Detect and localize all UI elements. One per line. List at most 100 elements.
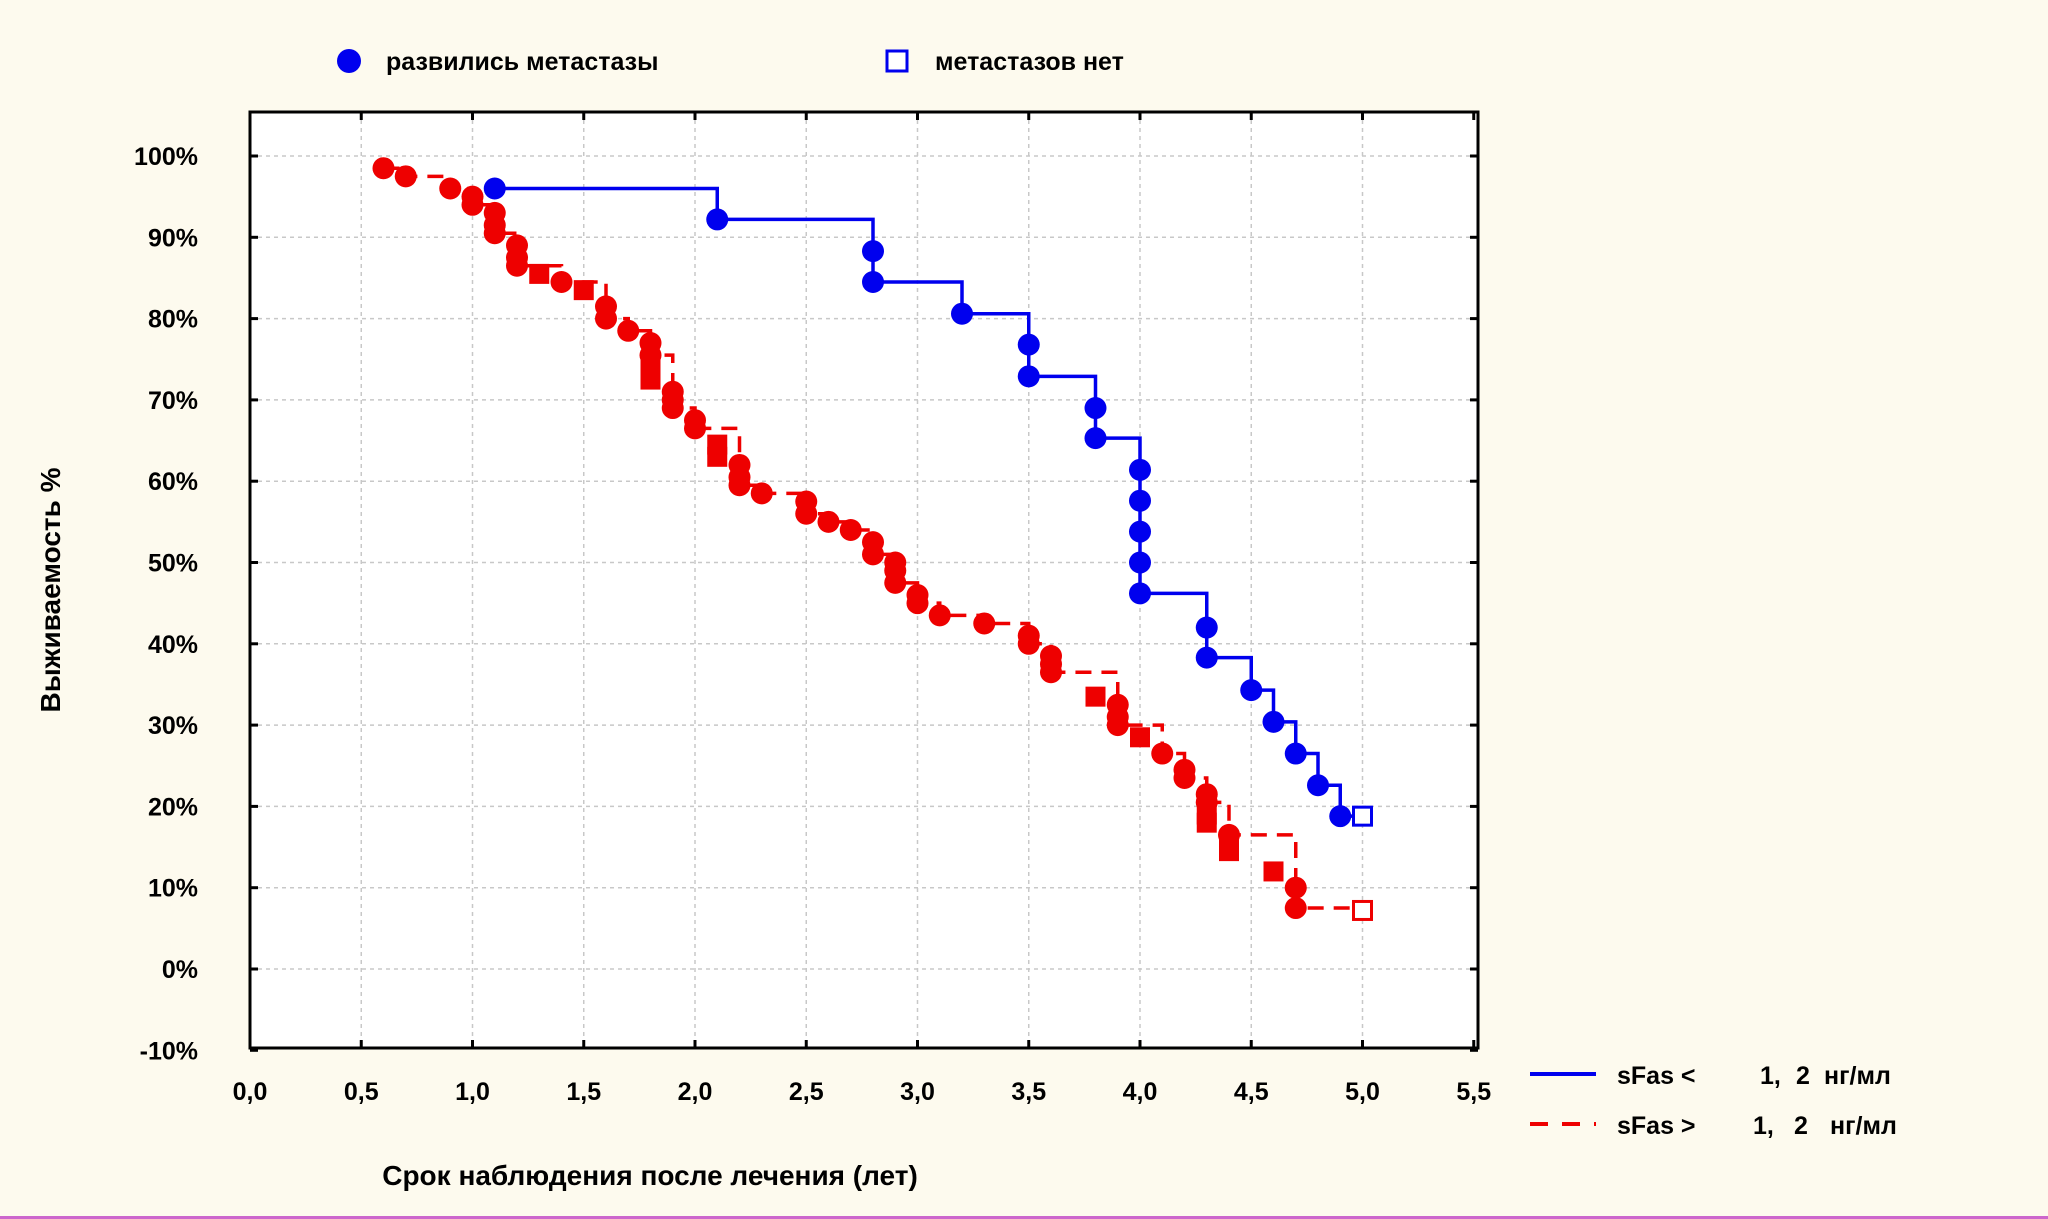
y-tick-label: 0% bbox=[162, 956, 198, 984]
censored-point bbox=[1352, 805, 1373, 827]
legend-series-2-unit: нг/мл bbox=[1830, 1112, 1897, 1140]
series-2 bbox=[372, 157, 1373, 921]
event-point bbox=[862, 271, 884, 294]
censored-point bbox=[707, 446, 728, 467]
censored-point bbox=[1196, 812, 1217, 833]
y-axis-title: Выживаемость % bbox=[35, 467, 66, 712]
censored-point bbox=[1352, 899, 1373, 921]
series-legend: sFas < 1, 2 нг/мл sFas > 1, 2 нг/мл bbox=[1530, 1062, 1897, 1140]
censored-point bbox=[1130, 727, 1150, 748]
legend-series-1-value: 1, bbox=[1760, 1062, 1781, 1090]
series-layer bbox=[372, 157, 1373, 921]
legend-series-1-unit: нг/мл bbox=[1824, 1062, 1891, 1090]
event-point bbox=[1129, 551, 1151, 574]
event-point bbox=[1329, 805, 1352, 828]
x-tick-label: 4,5 bbox=[1234, 1078, 1269, 1106]
event-point bbox=[1173, 766, 1196, 789]
event-point bbox=[1262, 710, 1285, 733]
x-tick-label: 2,5 bbox=[789, 1078, 824, 1106]
event-point bbox=[1129, 489, 1151, 512]
event-point bbox=[1284, 897, 1307, 920]
bottom-border bbox=[0, 1216, 2048, 1219]
x-axis-title: Срок наблюдения после лечения (лет) bbox=[382, 1160, 918, 1191]
event-point bbox=[1129, 520, 1151, 543]
event-point bbox=[862, 240, 884, 263]
x-tick-label: 4,0 bbox=[1123, 1078, 1158, 1106]
event-point bbox=[1307, 774, 1329, 797]
event-point bbox=[1151, 742, 1174, 765]
legend-series-2-value2: 2 bbox=[1794, 1112, 1808, 1140]
legend-censored-marker bbox=[885, 49, 909, 73]
event-point bbox=[595, 307, 617, 330]
legend-censored-label: метастазов нет bbox=[935, 48, 1124, 76]
x-tick-label: 0,0 bbox=[233, 1078, 268, 1106]
event-point bbox=[1040, 661, 1062, 684]
censored-point bbox=[529, 263, 550, 284]
event-point bbox=[1240, 679, 1263, 702]
y-tick-label: 10% bbox=[148, 875, 198, 903]
event-point bbox=[1129, 458, 1151, 481]
y-tick-label: 70% bbox=[148, 387, 198, 415]
censored-point bbox=[640, 369, 661, 390]
x-tick-label: 1,5 bbox=[566, 1078, 601, 1106]
event-point bbox=[483, 177, 506, 200]
y-tick-label: 50% bbox=[148, 550, 198, 578]
x-tick-label: 1,0 bbox=[455, 1078, 490, 1106]
event-point bbox=[951, 302, 973, 325]
event-point bbox=[817, 510, 840, 533]
legend-series-1-name: sFas < bbox=[1617, 1062, 1696, 1090]
event-point bbox=[461, 193, 484, 216]
event-point bbox=[1017, 333, 1040, 356]
censored-point bbox=[1085, 686, 1106, 707]
event-point bbox=[884, 571, 907, 594]
event-point bbox=[1129, 582, 1151, 605]
event-point bbox=[617, 319, 640, 342]
x-tick-label: 3,0 bbox=[900, 1078, 935, 1106]
event-point bbox=[906, 592, 929, 615]
y-tick-label: 20% bbox=[148, 793, 198, 821]
event-point bbox=[1017, 365, 1040, 388]
plot-frame bbox=[248, 110, 1480, 1050]
y-tick-label: 100% bbox=[134, 143, 198, 171]
event-point bbox=[439, 177, 462, 200]
x-tick-label: 5,5 bbox=[1456, 1078, 1491, 1106]
event-point bbox=[839, 518, 862, 541]
y-tick-label: 30% bbox=[148, 712, 198, 740]
axis-ticks: 0,0 0,5 1,0 1,5 2,0 2,5 3,0 3,5 4,0 4,5 5,0 5,5 100%… bbox=[134, 112, 1491, 1106]
grid bbox=[250, 112, 1478, 1048]
event-point bbox=[750, 482, 773, 505]
x-tick-label: 3,5 bbox=[1011, 1078, 1046, 1106]
y-tick-label: 40% bbox=[148, 631, 198, 659]
y-tick-label: 90% bbox=[148, 224, 198, 252]
censored-point bbox=[1219, 841, 1239, 862]
censored-point bbox=[1263, 861, 1284, 882]
event-point bbox=[706, 208, 729, 231]
series-1-line bbox=[494, 186, 1363, 818]
event-point bbox=[550, 271, 573, 294]
y-tick-label: 60% bbox=[148, 468, 198, 496]
series-1 bbox=[483, 177, 1373, 828]
event-point bbox=[506, 254, 528, 277]
legend-event-marker bbox=[337, 49, 361, 73]
event-point bbox=[661, 397, 684, 420]
event-point bbox=[728, 474, 751, 497]
x-tick-label: 5,0 bbox=[1345, 1078, 1380, 1106]
x-tick-label: 2,0 bbox=[678, 1078, 713, 1106]
event-point bbox=[862, 543, 884, 566]
event-point bbox=[1084, 427, 1107, 450]
legend-series-2-name: sFas > bbox=[1617, 1112, 1696, 1140]
legend-series-1-value2: 2 bbox=[1796, 1062, 1810, 1090]
event-point bbox=[1017, 632, 1040, 655]
event-point bbox=[795, 502, 818, 525]
event-point bbox=[928, 604, 951, 627]
event-point bbox=[372, 157, 395, 180]
event-point bbox=[973, 612, 996, 635]
event-point bbox=[1284, 742, 1307, 765]
legend-event-label: развились метастазы bbox=[386, 48, 658, 76]
y-tick-label: 80% bbox=[148, 306, 198, 334]
plot-area bbox=[250, 112, 1478, 1048]
event-point bbox=[1106, 714, 1129, 737]
event-point bbox=[394, 165, 417, 188]
event-point bbox=[483, 222, 506, 245]
